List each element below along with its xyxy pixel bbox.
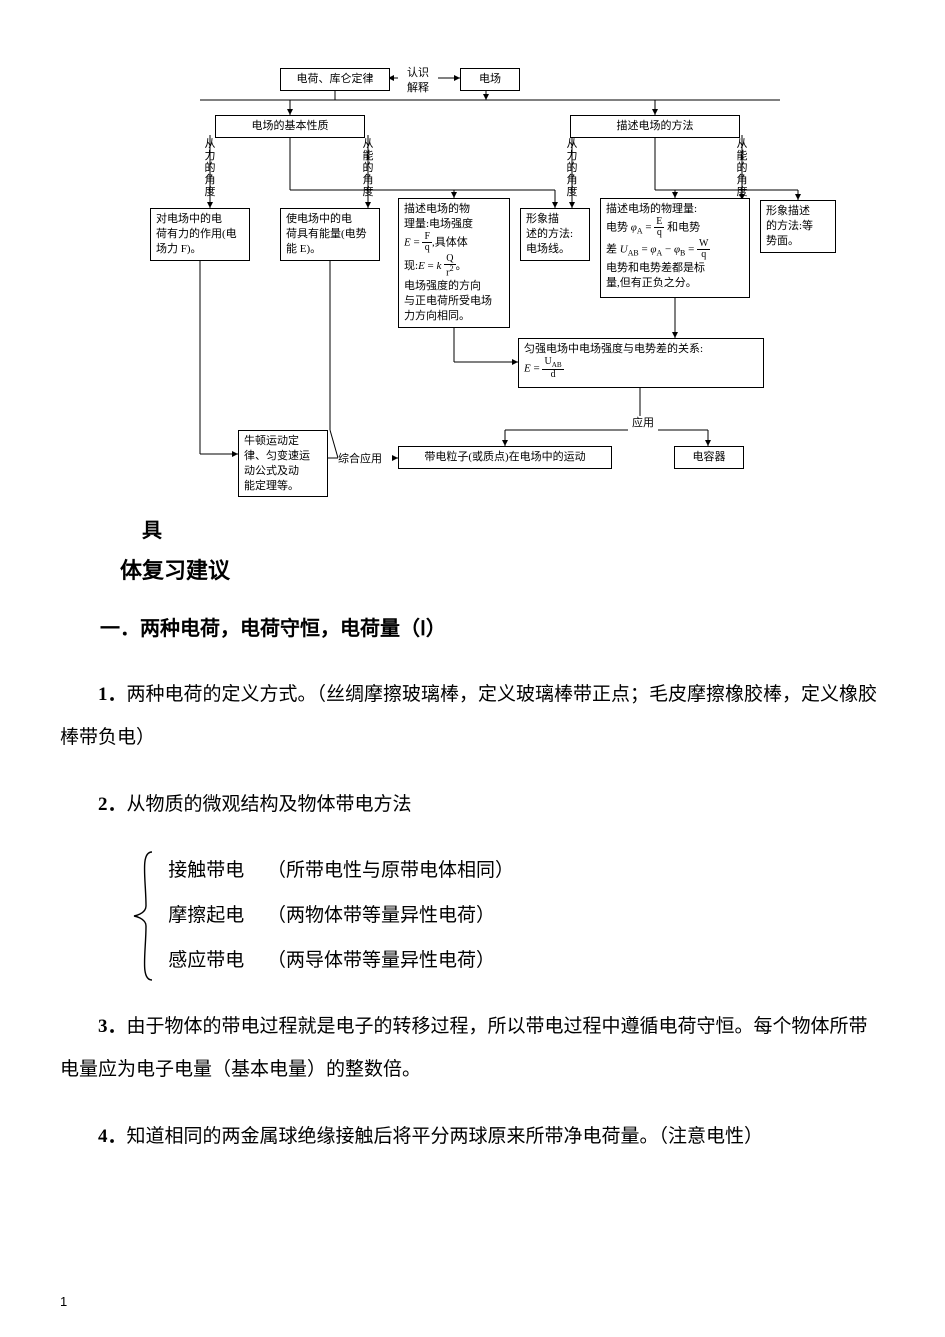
- para-4-text: 知道相同的两金属球绝缘接触后将平分两球原来所带净电荷量。（注意电性）: [127, 1126, 764, 1147]
- diagram-node: 描述电场的物理量:电场强度E = Fq,具体体现:E = k Qr2。电场强度的…: [398, 198, 510, 328]
- diagram-node: 综合应用: [338, 452, 392, 468]
- section-1-title: 一．两种电荷，电荷守恒，电荷量（Ⅰ）: [60, 607, 885, 652]
- para-2-text: 从物质的微观结构及物体带电方法: [127, 794, 412, 815]
- brace-item-note: （两导体带等量异性电荷）: [267, 950, 495, 971]
- heading-review: 体复习建议: [120, 553, 885, 585]
- brace-item-key: 摩擦起电: [168, 895, 267, 938]
- diagram-vlabel: 从 力 的 角 度: [566, 138, 578, 198]
- brace-item-note: （所带电性与原带电体相同）: [267, 860, 514, 881]
- concept-diagram: 电荷、库仑定律认识 解释电场电场的基本性质描述电场的方法从 力 的 角 度从 能…: [140, 60, 840, 510]
- diagram-node: 匀强电场中电场强度与电势差的关系:E = UABd: [518, 338, 764, 388]
- brace-item: 感应带电（两导体带等量异性电荷）: [168, 940, 514, 983]
- body-text: 一．两种电荷，电荷守恒，电荷量（Ⅰ） 1．两种电荷的定义方式。（丝绸摩擦玻璃棒，…: [60, 607, 885, 1159]
- diagram-vlabel: 从 力 的 角 度: [204, 138, 216, 198]
- para-2: 2．从物质的微观结构及物体带电方法: [60, 784, 885, 827]
- brace-icon: [132, 850, 158, 982]
- diagram-node: 形象描 述的方法: 电场线。: [520, 208, 590, 261]
- diagram-node: 电场: [460, 68, 520, 91]
- para-3-num: 3．: [98, 1016, 127, 1037]
- brace-items: 接触带电（所带电性与原带电体相同）摩擦起电（两物体带等量异性电荷）感应带电（两导…: [168, 850, 514, 982]
- brace-group: 接触带电（所带电性与原带电体相同）摩擦起电（两物体带等量异性电荷）感应带电（两导…: [132, 850, 885, 982]
- diagram-node: 应用: [628, 416, 658, 431]
- diagram-node: 电容器: [674, 446, 744, 469]
- para-3: 3．由于物体的带电过程就是电子的转移过程，所以带电过程中遵循电荷守恒。每个物体所…: [60, 1006, 885, 1092]
- brace-item: 接触带电（所带电性与原带电体相同）: [168, 850, 514, 893]
- diagram-node: 电荷、库仑定律: [280, 68, 390, 91]
- para-4: 4．知道相同的两金属球绝缘接触后将平分两球原来所带净电荷量。（注意电性）: [60, 1116, 885, 1159]
- brace-item-note: （两物体带等量异性电荷）: [267, 905, 495, 926]
- diagram-node: 对电场中的电 荷有力的作用(电 场力 F)。: [150, 208, 250, 261]
- page-number: 1: [60, 1294, 67, 1309]
- para-1: 1．两种电荷的定义方式。（丝绸摩擦玻璃棒，定义玻璃棒带正点；毛皮摩擦橡胶棒，定义…: [60, 674, 885, 760]
- diagram-node: 使电场中的电 荷具有能量(电势 能 E)。: [280, 208, 380, 261]
- para-1-text: 两种电荷的定义方式。（丝绸摩擦玻璃棒，定义玻璃棒带正点；毛皮摩擦橡胶棒，定义橡胶…: [60, 684, 877, 748]
- diagram-node: 带电粒子(或质点)在电场中的运动: [398, 446, 612, 469]
- brace-item: 摩擦起电（两物体带等量异性电荷）: [168, 895, 514, 938]
- diagram-vlabel: 从 能 的 角 度: [362, 138, 374, 198]
- brace-item-key: 感应带电: [168, 940, 267, 983]
- para-2-num: 2．: [98, 794, 127, 815]
- para-1-num: 1．: [98, 684, 127, 705]
- diagram-node: 牛顿运动定 律、匀变速运 动公式及动 能定理等。: [238, 430, 328, 497]
- diagram-node: 认识 解释: [398, 66, 438, 96]
- para-3-text: 由于物体的带电过程就是电子的转移过程，所以带电过程中遵循电荷守恒。每个物体所带电…: [60, 1016, 868, 1080]
- char-ju: 具: [142, 514, 885, 543]
- page: 电荷、库仑定律认识 解释电场电场的基本性质描述电场的方法从 力 的 角 度从 能…: [0, 0, 945, 1337]
- brace-item-key: 接触带电: [168, 850, 267, 893]
- para-4-num: 4．: [98, 1126, 127, 1147]
- diagram-node: 描述电场的方法: [570, 115, 740, 138]
- diagram-node: 电场的基本性质: [215, 115, 365, 138]
- diagram-vlabel: 从 能 的 角 度: [736, 138, 748, 198]
- concept-diagram-wrap: 电荷、库仑定律认识 解释电场电场的基本性质描述电场的方法从 力 的 角 度从 能…: [140, 60, 840, 510]
- diagram-node: 描述电场的物理量:电势 φA = Eq 和电势差 UAB = φA − φB =…: [600, 198, 750, 298]
- diagram-node: 形象描述 的方法:等 势面。: [760, 200, 836, 253]
